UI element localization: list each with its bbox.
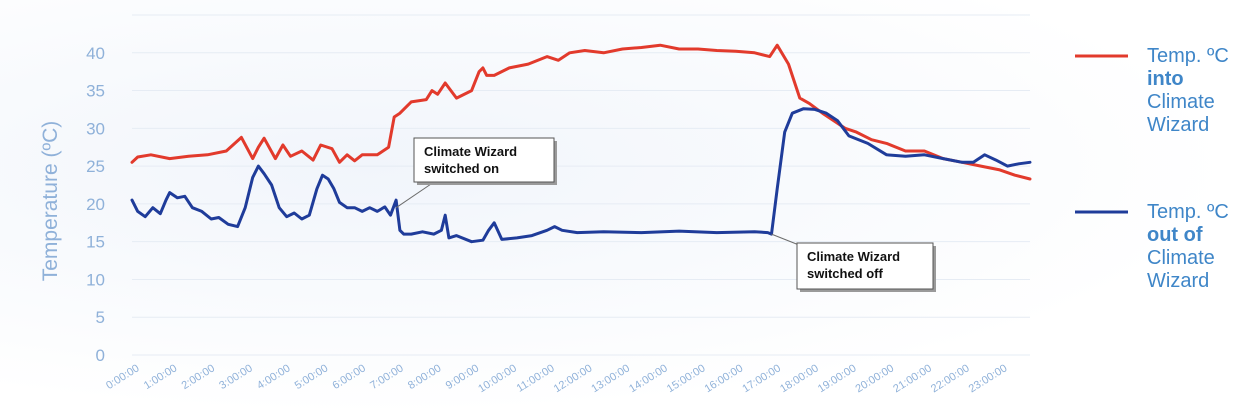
x-tick-label: 22:00:00 [929,362,972,395]
x-tick-label: 13:00:00 [589,362,632,395]
y-tick-label: 0 [96,346,105,365]
x-tick-label: 18:00:00 [778,362,821,395]
y-tick-label: 20 [86,195,105,214]
legend-label: Temp. ºC [1147,45,1229,67]
annotation-off: Climate Wizard switched off [771,233,936,292]
x-tick-label: 6:00:00 [330,362,367,392]
series-lines [130,43,1032,244]
x-tick-label: 4:00:00 [255,362,292,392]
x-tick-label: 23:00:00 [967,362,1010,395]
y-axis-label: Temperature (ºC) [39,121,62,282]
gridlines [132,14,1030,356]
annotation-box [413,137,555,183]
x-tick-label: 1:00:00 [142,362,179,392]
annotation-box [796,242,934,290]
legend-label: Climate [1147,247,1215,269]
x-tick-label: 0:00:00 [104,362,141,392]
legend-label: Wizard [1147,270,1209,292]
x-tick-label: 9:00:00 [444,362,481,392]
legend-label: into [1147,68,1184,90]
x-tick-label: 14:00:00 [627,362,670,395]
y-tick-label: 40 [86,44,105,63]
x-tick-label: 19:00:00 [816,362,859,395]
annotation-text: Climate Wizard [807,249,900,264]
x-tick-label: 20:00:00 [854,362,897,395]
series-line-0 [130,43,1032,181]
legend-label: Wizard [1147,114,1209,136]
x-tick-label: 8:00:00 [406,362,443,392]
x-tick-label: 15:00:00 [665,362,708,395]
annotation-text: switched on [424,161,499,176]
x-tick-label: 2:00:00 [180,362,217,392]
x-tick-label: 5:00:00 [293,362,330,392]
y-tick-label: 5 [96,308,105,327]
y-tick-label: 15 [86,233,105,252]
x-tick-label: 11:00:00 [515,362,557,394]
x-axis-ticks: 0:00:00 1:00:00 2:00:00 3:00:00 4:00:00 5:00:… [104,362,1009,395]
annotation-on: Climate Wizard switched on [395,137,557,209]
x-tick-label: 3:00:00 [217,362,254,392]
y-tick-label: 10 [86,270,105,289]
x-tick-label: 16:00:00 [703,362,746,395]
legend-label: Temp. ºC [1147,201,1229,223]
series-line-1 [130,107,1032,244]
y-axis-ticks: 0 5 10 15 20 25 30 35 40 [86,44,105,365]
y-tick-label: 35 [86,82,105,101]
x-tick-label: 10:00:00 [476,362,519,395]
x-tick-label: 7:00:00 [368,362,405,392]
y-tick-label: 25 [86,157,105,176]
x-tick-label: 21:00:00 [891,362,934,395]
x-tick-label: 17:00:00 [740,362,783,395]
annotation-text: Climate Wizard [424,144,517,159]
annotation-pointer [395,181,435,209]
legend-label: out of [1147,224,1203,246]
legend-label: Climate [1147,91,1215,113]
y-tick-label: 30 [86,119,105,138]
annotations: Climate Wizard switched on Climate Wizard s… [395,137,936,292]
x-tick-label: 12:00:00 [552,362,595,395]
annotation-text: switched off [807,266,884,281]
